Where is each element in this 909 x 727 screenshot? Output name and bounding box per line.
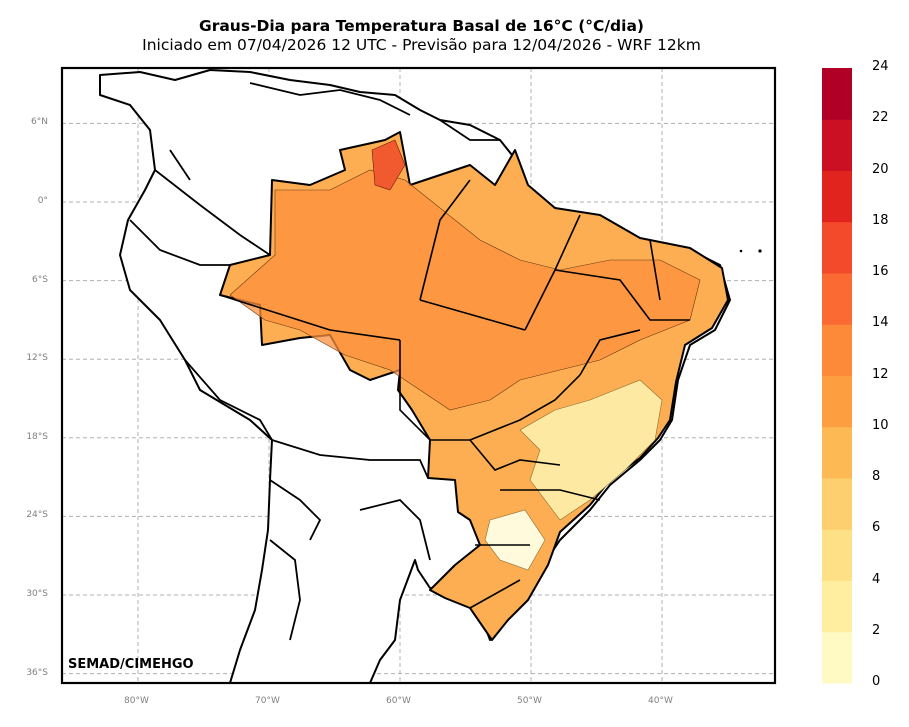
map-subtitle: Iniciado em 07/04/2026 12 UTC - Previsão… — [142, 36, 701, 54]
colorbar-segment — [822, 478, 852, 530]
longitude-tick-label: 70°W — [255, 696, 280, 706]
colorbar-segment — [822, 273, 852, 325]
latitude-tick-label: 6°S — [32, 274, 48, 285]
colorbar-tick-label: 12 — [872, 366, 889, 382]
colorbar-tick-label: 2 — [872, 622, 881, 638]
colorbar-segment — [822, 529, 852, 581]
colorbar — [822, 68, 852, 684]
island-marker — [758, 249, 762, 253]
colorbar-tick-label: 18 — [872, 212, 889, 228]
low-value-region — [519, 379, 663, 521]
colorbar-segment — [822, 426, 852, 479]
colorbar-tick-label: 20 — [872, 161, 889, 177]
colorbar-segment — [822, 119, 852, 171]
colorbar-tick-label: 6 — [872, 520, 881, 536]
longitude-tick-label: 50°W — [517, 696, 542, 706]
colorbar-segment — [822, 580, 852, 633]
peak-value-region — [371, 139, 406, 191]
colorbar-tick-label: 24 — [872, 59, 889, 74]
longitude-tick-label: 40°W — [648, 696, 673, 706]
colorbar-tick-label: 0 — [872, 674, 881, 689]
latitude-tick-label: 36°S — [26, 667, 48, 678]
latitude-tick-label: 12°S — [26, 353, 48, 364]
colorbar-tick-label: 14 — [872, 315, 889, 331]
latitude-tick-label: 0° — [37, 196, 48, 206]
colorbar-segment — [822, 68, 852, 120]
credit-label: SEMAD/CIMEHGO — [68, 657, 194, 672]
latitude-tick-label: 6°N — [31, 117, 48, 128]
country-borders — [129, 82, 500, 641]
island-marker — [739, 249, 743, 253]
colorbar-segment — [822, 170, 852, 223]
colorbar-segment — [822, 375, 852, 428]
colorbar-tick-label: 16 — [872, 264, 889, 279]
state-borders — [219, 179, 690, 609]
colorbar-segment — [822, 221, 852, 274]
colorbar-segment — [822, 324, 852, 376]
latitude-tick-label: 24°S — [26, 510, 48, 521]
latitude-tick-label: 30°S — [26, 589, 48, 599]
colorbar-segment — [822, 631, 852, 684]
latitude-tick-label: 18°S — [26, 431, 48, 442]
map-frame — [60, 66, 777, 685]
colorbar-tick-label: 4 — [872, 571, 881, 587]
colorbar-tick-label: 22 — [872, 110, 889, 126]
longitude-tick-label: 80°W — [124, 696, 149, 706]
colorbar-tick-label: 10 — [872, 417, 889, 433]
lowest-value-region — [484, 509, 546, 571]
map-title: Graus-Dia para Temperatura Basal de 16°C… — [198, 17, 645, 35]
longitude-tick-label: 60°W — [386, 696, 411, 706]
colorbar-tick-label: 8 — [872, 469, 881, 484]
